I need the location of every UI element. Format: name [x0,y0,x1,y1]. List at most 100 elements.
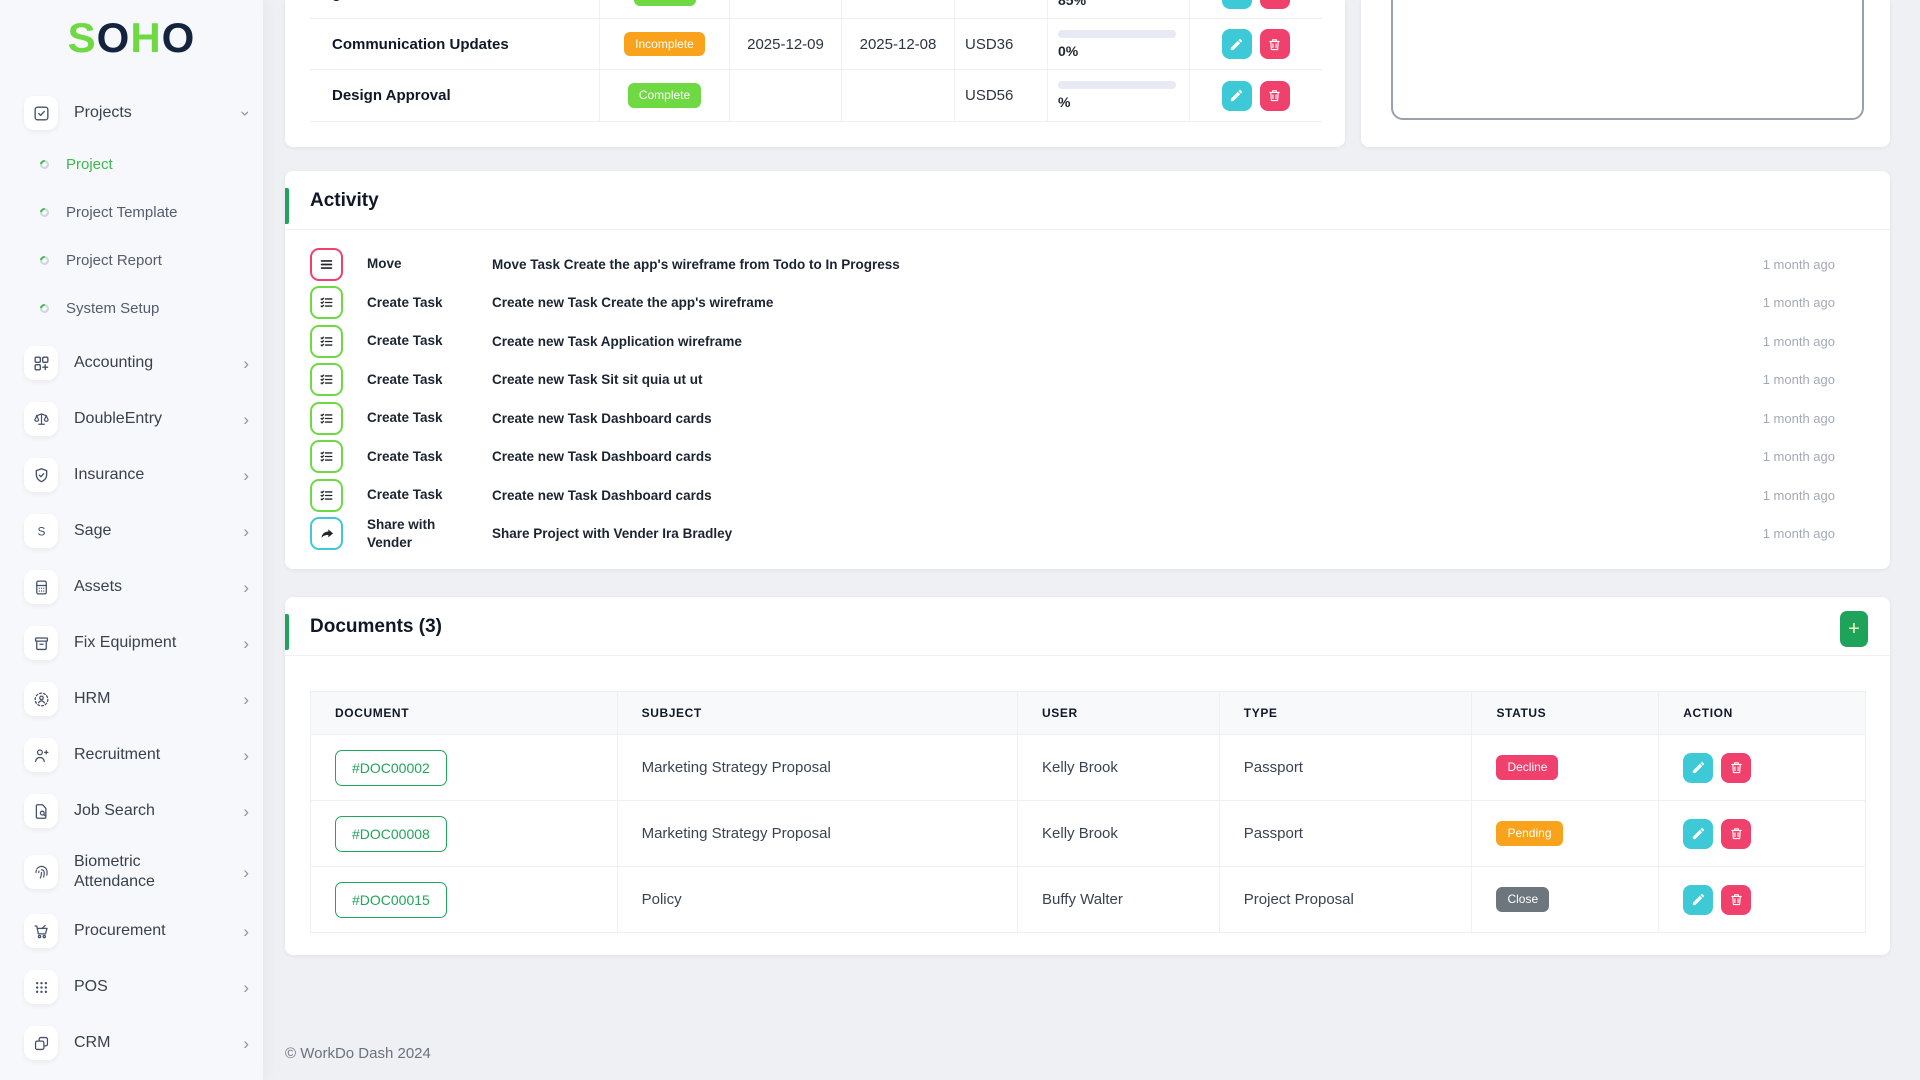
overlap-squares-icon [24,1026,58,1060]
svg-text:S: S [37,524,45,538]
sidebar-item-project-template[interactable]: Project Template [38,202,263,222]
sidebar-subitem-label: Project Report [66,251,162,269]
logo-letter: O [96,14,131,61]
activity-action: Share with Vender [367,517,436,550]
document-id-button[interactable]: #DOC00002 [335,749,447,786]
activity-description: Create new Task Create the app's wirefra… [492,295,774,311]
check-square-icon [24,96,58,130]
cart-icon [24,914,58,948]
archive-icon [24,626,58,660]
task-name: g [310,0,600,18]
sidebar-item-system-setup[interactable]: System Setup [38,298,263,318]
task-list-icon [310,286,343,320]
sidebar-item-label: Sage [74,522,112,539]
delete-button[interactable] [1721,884,1752,915]
activity-description: Create new Task Application wireframe [492,333,742,349]
activity-action: Create Task [367,333,443,349]
sidebar: SOHO Projects › Project Project Template… [0,0,263,1080]
document-id-button[interactable]: #DOC00008 [335,815,447,852]
sidebar-item-crm[interactable]: CRM › [24,1026,249,1060]
chevron-right-icon: › [243,577,249,597]
sidebar-item-biometric-attendance[interactable]: Biometric Attendance › [24,850,249,894]
activity-item: Create Task Create new Task Sit sit quia… [310,361,1835,400]
documents-header: Documents (3) + [285,597,1890,656]
activity-item: Create Task Create new Task Dashboard ca… [310,399,1835,438]
activity-action: Create Task [367,487,443,503]
sidebar-item-sage[interactable]: S Sage › [24,514,249,548]
sidebar-item-recruitment[interactable]: Recruitment › [24,738,249,772]
document-id-button[interactable]: #DOC00015 [335,881,447,918]
activity-action: Create Task [367,410,443,426]
sidebar-item-insurance[interactable]: Insurance › [24,458,249,492]
person-plus-icon [24,738,58,772]
file-dropzone[interactable]: Drop files here to upload [1391,0,1864,120]
document-user: Buffy Walter [1018,867,1220,932]
sidebar-item-doubleentry[interactable]: DoubleEntry › [24,402,249,436]
section-accent-bar [285,188,289,224]
delete-button[interactable] [1721,818,1752,849]
section-title: Activity [310,190,379,211]
sidebar-item-projects[interactable]: Projects › [24,96,256,130]
edit-button[interactable] [1683,752,1714,783]
document-type: Project Proposal [1220,867,1473,932]
activity-header: Activity [285,171,1890,230]
chevron-right-icon: › [243,801,249,821]
sidebar-item-label: Insurance [74,466,145,483]
chevron-right-icon: › [243,689,249,709]
sidebar-item-project-report[interactable]: Project Report [38,250,263,270]
tasks-card: g 85% Communication Updates In [285,0,1345,147]
sidebar-subitem-label: Project Template [66,203,178,221]
documents-table: DOCUMENT SUBJECT USER TYPE STATUS ACTION… [310,691,1866,933]
edit-button[interactable] [1683,818,1714,849]
status-badge: Decline [1496,755,1559,780]
copyright-text: © WorkDo Dash 2024 [285,1045,431,1062]
upload-card: Drop files here to upload [1361,0,1890,147]
sidebar-item-label: DoubleEntry [74,410,163,427]
edit-button[interactable] [1683,884,1714,915]
sidebar-item-label: Job Search [74,802,155,819]
document-user: Kelly Brook [1018,735,1220,800]
sidebar-item-project[interactable]: Project [38,154,263,174]
sidebar-item-pos[interactable]: POS › [24,970,249,1004]
edit-button[interactable] [1221,80,1252,111]
delete-button[interactable] [1259,0,1290,9]
activity-description: Create new Task Dashboard cards [492,487,712,503]
soho-logo[interactable]: SOHO [0,14,263,62]
edit-button[interactable] [1221,0,1252,9]
delete-button[interactable] [1721,752,1752,783]
logo-letter: S [67,14,97,61]
sidebar-item-fix-equipment[interactable]: Fix Equipment › [24,626,249,660]
activity-item: Create Task Create new Task Dashboard ca… [310,438,1835,477]
sidebar-item-job-search[interactable]: Job Search › [24,794,249,828]
documents-table-header: DOCUMENT SUBJECT USER TYPE STATUS ACTION [311,692,1865,735]
activity-time: 1 month ago [1762,295,1835,311]
fingerprint-icon [24,855,58,889]
table-row: #DOC00015 Policy Buffy Walter Project Pr… [311,867,1865,932]
column-header: USER [1018,692,1220,734]
sidebar-item-label: Projects [74,104,132,121]
status-badge: Incomplete [624,31,705,57]
top-row: g 85% Communication Updates In [285,0,1890,147]
sidebar-item-hrm[interactable]: HRM › [24,682,249,716]
table-row: #DOC00002 Marketing Strategy Proposal Ke… [311,735,1865,801]
task-row-partial: g 85% [310,0,1322,19]
activity-time: 1 month ago [1762,256,1835,272]
delete-button[interactable] [1259,80,1290,111]
sidebar-item-accounting[interactable]: Accounting › [24,346,249,380]
task-name: Design Approval [310,70,600,121]
chevron-down-icon: › [236,110,256,116]
sidebar-item-assets[interactable]: Assets › [24,570,249,604]
task-list-icon [310,478,343,512]
column-header: TYPE [1220,692,1473,734]
chevron-right-icon: › [243,353,249,373]
activity-description: Create new Task Dashboard cards [492,410,712,426]
activity-action: Create Task [367,294,443,310]
sidebar-item-label: Biometric Attendance [74,853,155,890]
add-document-button[interactable]: + [1840,611,1868,647]
task-list-icon [310,324,343,358]
delete-button[interactable] [1259,29,1290,59]
edit-button[interactable] [1221,29,1252,59]
sidebar-item-procurement[interactable]: Procurement › [24,914,249,948]
sidebar-item-label: POS [74,978,108,995]
activity-item: Share with Vender Share Project with Ven… [310,515,1835,554]
